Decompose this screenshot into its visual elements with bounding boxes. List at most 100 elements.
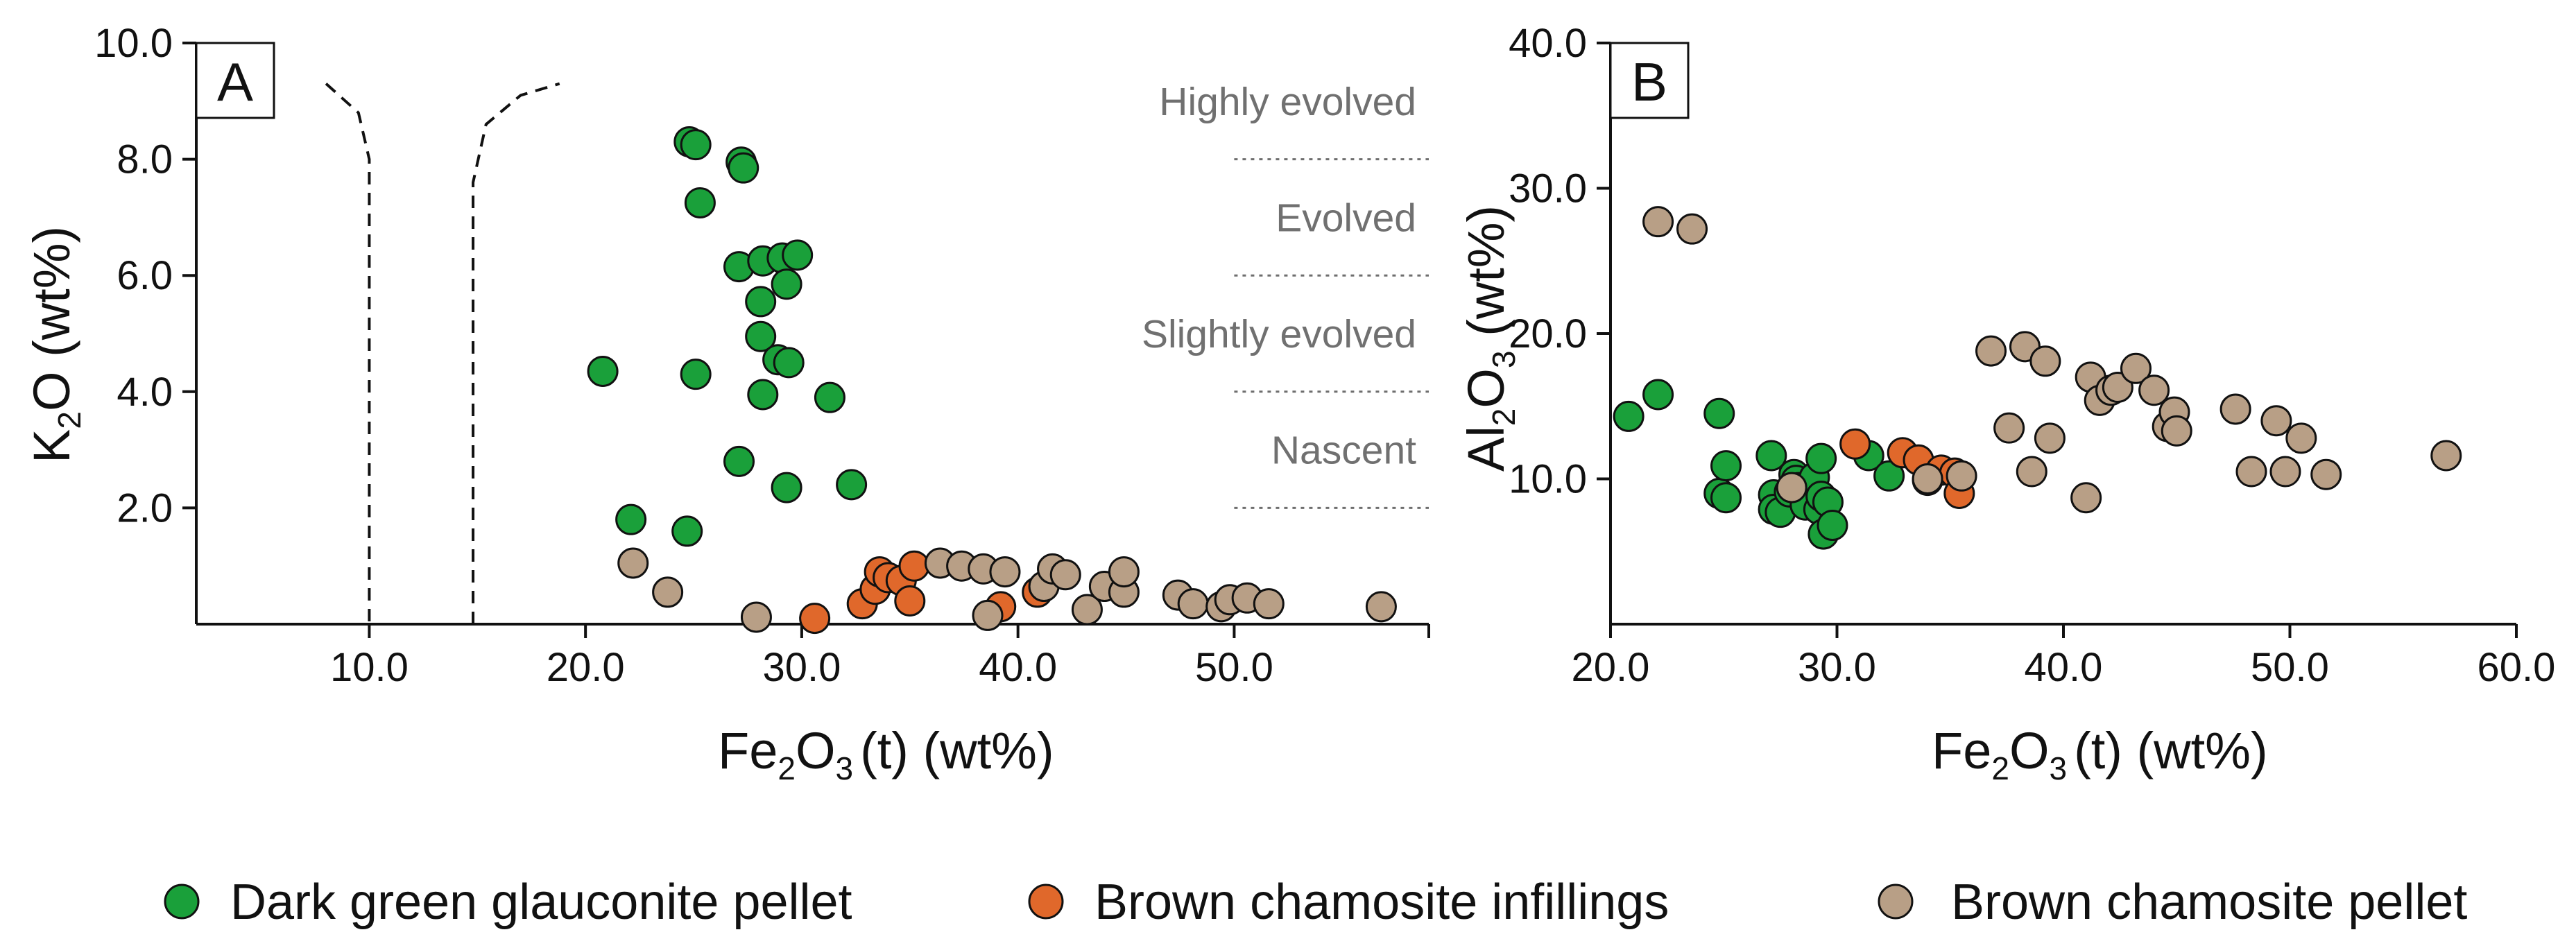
data-point-glauconite xyxy=(782,239,814,271)
legend-marker-chamosite-pellet xyxy=(1878,884,1914,920)
data-point-chamosite-pellet xyxy=(2260,405,2292,437)
data-point-chamosite-pellet xyxy=(1975,335,2007,367)
data-point-glauconite xyxy=(771,472,802,503)
boundary-curve xyxy=(472,82,560,624)
x-axis-label: Fe2O3 (t) (wt%) xyxy=(1932,722,2268,786)
data-point-chamosite-pellet xyxy=(2138,374,2170,406)
y-tick-label: 10.0 xyxy=(94,21,173,66)
data-point-chamosite-pellet xyxy=(2016,456,2047,488)
data-point-chamosite-infill xyxy=(799,603,831,635)
y-tick-label: 2.0 xyxy=(117,485,173,531)
data-point-chamosite-pellet xyxy=(2120,352,2152,384)
data-point-glauconite xyxy=(1642,379,1674,411)
data-point-chamosite-pellet xyxy=(1993,412,2025,444)
data-point-chamosite-pellet xyxy=(2034,422,2066,454)
data-point-chamosite-pellet xyxy=(1049,559,1081,591)
data-point-chamosite-pellet xyxy=(972,599,1004,631)
data-point-chamosite-pellet xyxy=(2219,393,2251,425)
x-tick-label: 30.0 xyxy=(762,645,841,690)
data-point-glauconite xyxy=(773,347,805,379)
x-tick-label: 20.0 xyxy=(1572,645,1650,690)
data-point-glauconite xyxy=(1703,397,1735,429)
data-point-chamosite-pellet xyxy=(1365,591,1397,623)
data-point-chamosite-pellet xyxy=(1642,206,1674,238)
zone-label-nascent: Nascent xyxy=(1271,429,1416,473)
x-tick-label: 20.0 xyxy=(547,645,625,690)
data-point-glauconite xyxy=(723,445,755,477)
data-point-chamosite-pellet xyxy=(617,547,649,579)
data-point-glauconite xyxy=(671,515,703,547)
data-point-chamosite-pellet xyxy=(2235,456,2267,488)
data-point-chamosite-pellet xyxy=(2269,456,2301,488)
y-tick-label: 4.0 xyxy=(117,370,173,415)
zone-label-slightly-evolved: Slightly evolved xyxy=(1142,312,1416,356)
data-point-glauconite xyxy=(1755,440,1787,472)
legend: Dark green glauconite pellet Brown chamo… xyxy=(164,874,2467,930)
data-point-glauconite xyxy=(684,187,716,218)
data-point-glauconite xyxy=(747,379,779,411)
data-point-chamosite-pellet xyxy=(1108,556,1140,588)
boundary-curves xyxy=(325,82,560,624)
data-points xyxy=(1613,206,2462,550)
panel-label-b: B xyxy=(1631,51,1667,112)
x-tick-label: 60.0 xyxy=(2478,645,2556,690)
panel-label-box xyxy=(195,42,275,119)
data-point-chamosite-infill xyxy=(1839,428,1871,460)
data-point-chamosite-pellet xyxy=(740,601,772,633)
data-point-glauconite xyxy=(1710,450,1742,482)
data-point-chamosite-pellet xyxy=(1946,460,1977,492)
y-axis-label: K2O (wt%) xyxy=(23,226,87,463)
y-ticks xyxy=(1597,42,1611,481)
x-tick-label: 30.0 xyxy=(1798,645,1876,690)
y-tick-label: 8.0 xyxy=(117,137,173,182)
data-point-glauconite xyxy=(745,286,777,318)
x-tick-label: 10.0 xyxy=(330,645,409,690)
data-point-chamosite-pellet xyxy=(2310,458,2342,490)
data-point-chamosite-pellet xyxy=(1776,472,1808,503)
legend-label-chamosite-infill: Brown chamosite infillings xyxy=(1094,874,1669,930)
data-point-glauconite xyxy=(615,503,647,535)
data-points xyxy=(587,126,1397,635)
data-point-glauconite xyxy=(771,268,802,300)
zone-label-highly-evolved: Highly evolved xyxy=(1159,80,1416,124)
data-point-chamosite-pellet xyxy=(2430,440,2462,472)
y-tick-label: 6.0 xyxy=(117,253,173,298)
data-point-glauconite xyxy=(814,381,845,413)
chart-panel-b: 20.0 30.0 40.0 50.0 60.0 10.0 20.0 30.0 … xyxy=(1457,21,2555,786)
data-point-chamosite-pellet xyxy=(2102,372,2133,404)
data-point-chamosite-infill xyxy=(894,585,926,617)
data-point-chamosite-pellet xyxy=(1071,594,1103,626)
data-point-glauconite xyxy=(587,355,619,387)
y-ticks xyxy=(182,42,196,510)
y-tick-label: 30.0 xyxy=(1509,166,1587,212)
data-point-chamosite-pellet xyxy=(989,556,1021,588)
y-tick-label: 10.0 xyxy=(1509,457,1587,502)
legend-label-chamosite-pellet: Brown chamosite pellet xyxy=(1951,874,2467,930)
data-point-glauconite xyxy=(1873,460,1905,492)
data-point-glauconite xyxy=(680,129,712,161)
data-point-glauconite xyxy=(836,469,868,501)
data-point-chamosite-pellet xyxy=(652,576,684,608)
x-tick-label: 50.0 xyxy=(2251,645,2329,690)
data-point-glauconite xyxy=(745,320,777,352)
data-point-chamosite-pellet xyxy=(1912,463,1943,494)
data-point-chamosite-pellet xyxy=(2070,482,2102,514)
x-ticks xyxy=(368,624,1430,638)
data-point-chamosite-pellet xyxy=(1676,213,1708,245)
data-point-glauconite xyxy=(728,152,759,184)
legend-marker-glauconite xyxy=(164,884,200,920)
boundary-curve xyxy=(325,83,371,624)
data-point-glauconite xyxy=(1710,482,1742,514)
data-point-glauconite xyxy=(1805,442,1837,474)
data-point-chamosite-pellet xyxy=(1177,588,1209,620)
data-point-chamosite-pellet xyxy=(2161,415,2192,447)
legend-label-glauconite: Dark green glauconite pellet xyxy=(230,874,852,930)
x-tick-label: 40.0 xyxy=(2025,645,2103,690)
y-axis-label: Al2O3 (wt%) xyxy=(1457,205,1522,472)
panel-label-box xyxy=(1609,42,1690,119)
y-tick-label: 40.0 xyxy=(1509,21,1587,66)
data-point-chamosite-pellet xyxy=(2285,422,2317,454)
data-point-glauconite xyxy=(1817,510,1848,542)
x-ticks xyxy=(1609,624,2518,638)
